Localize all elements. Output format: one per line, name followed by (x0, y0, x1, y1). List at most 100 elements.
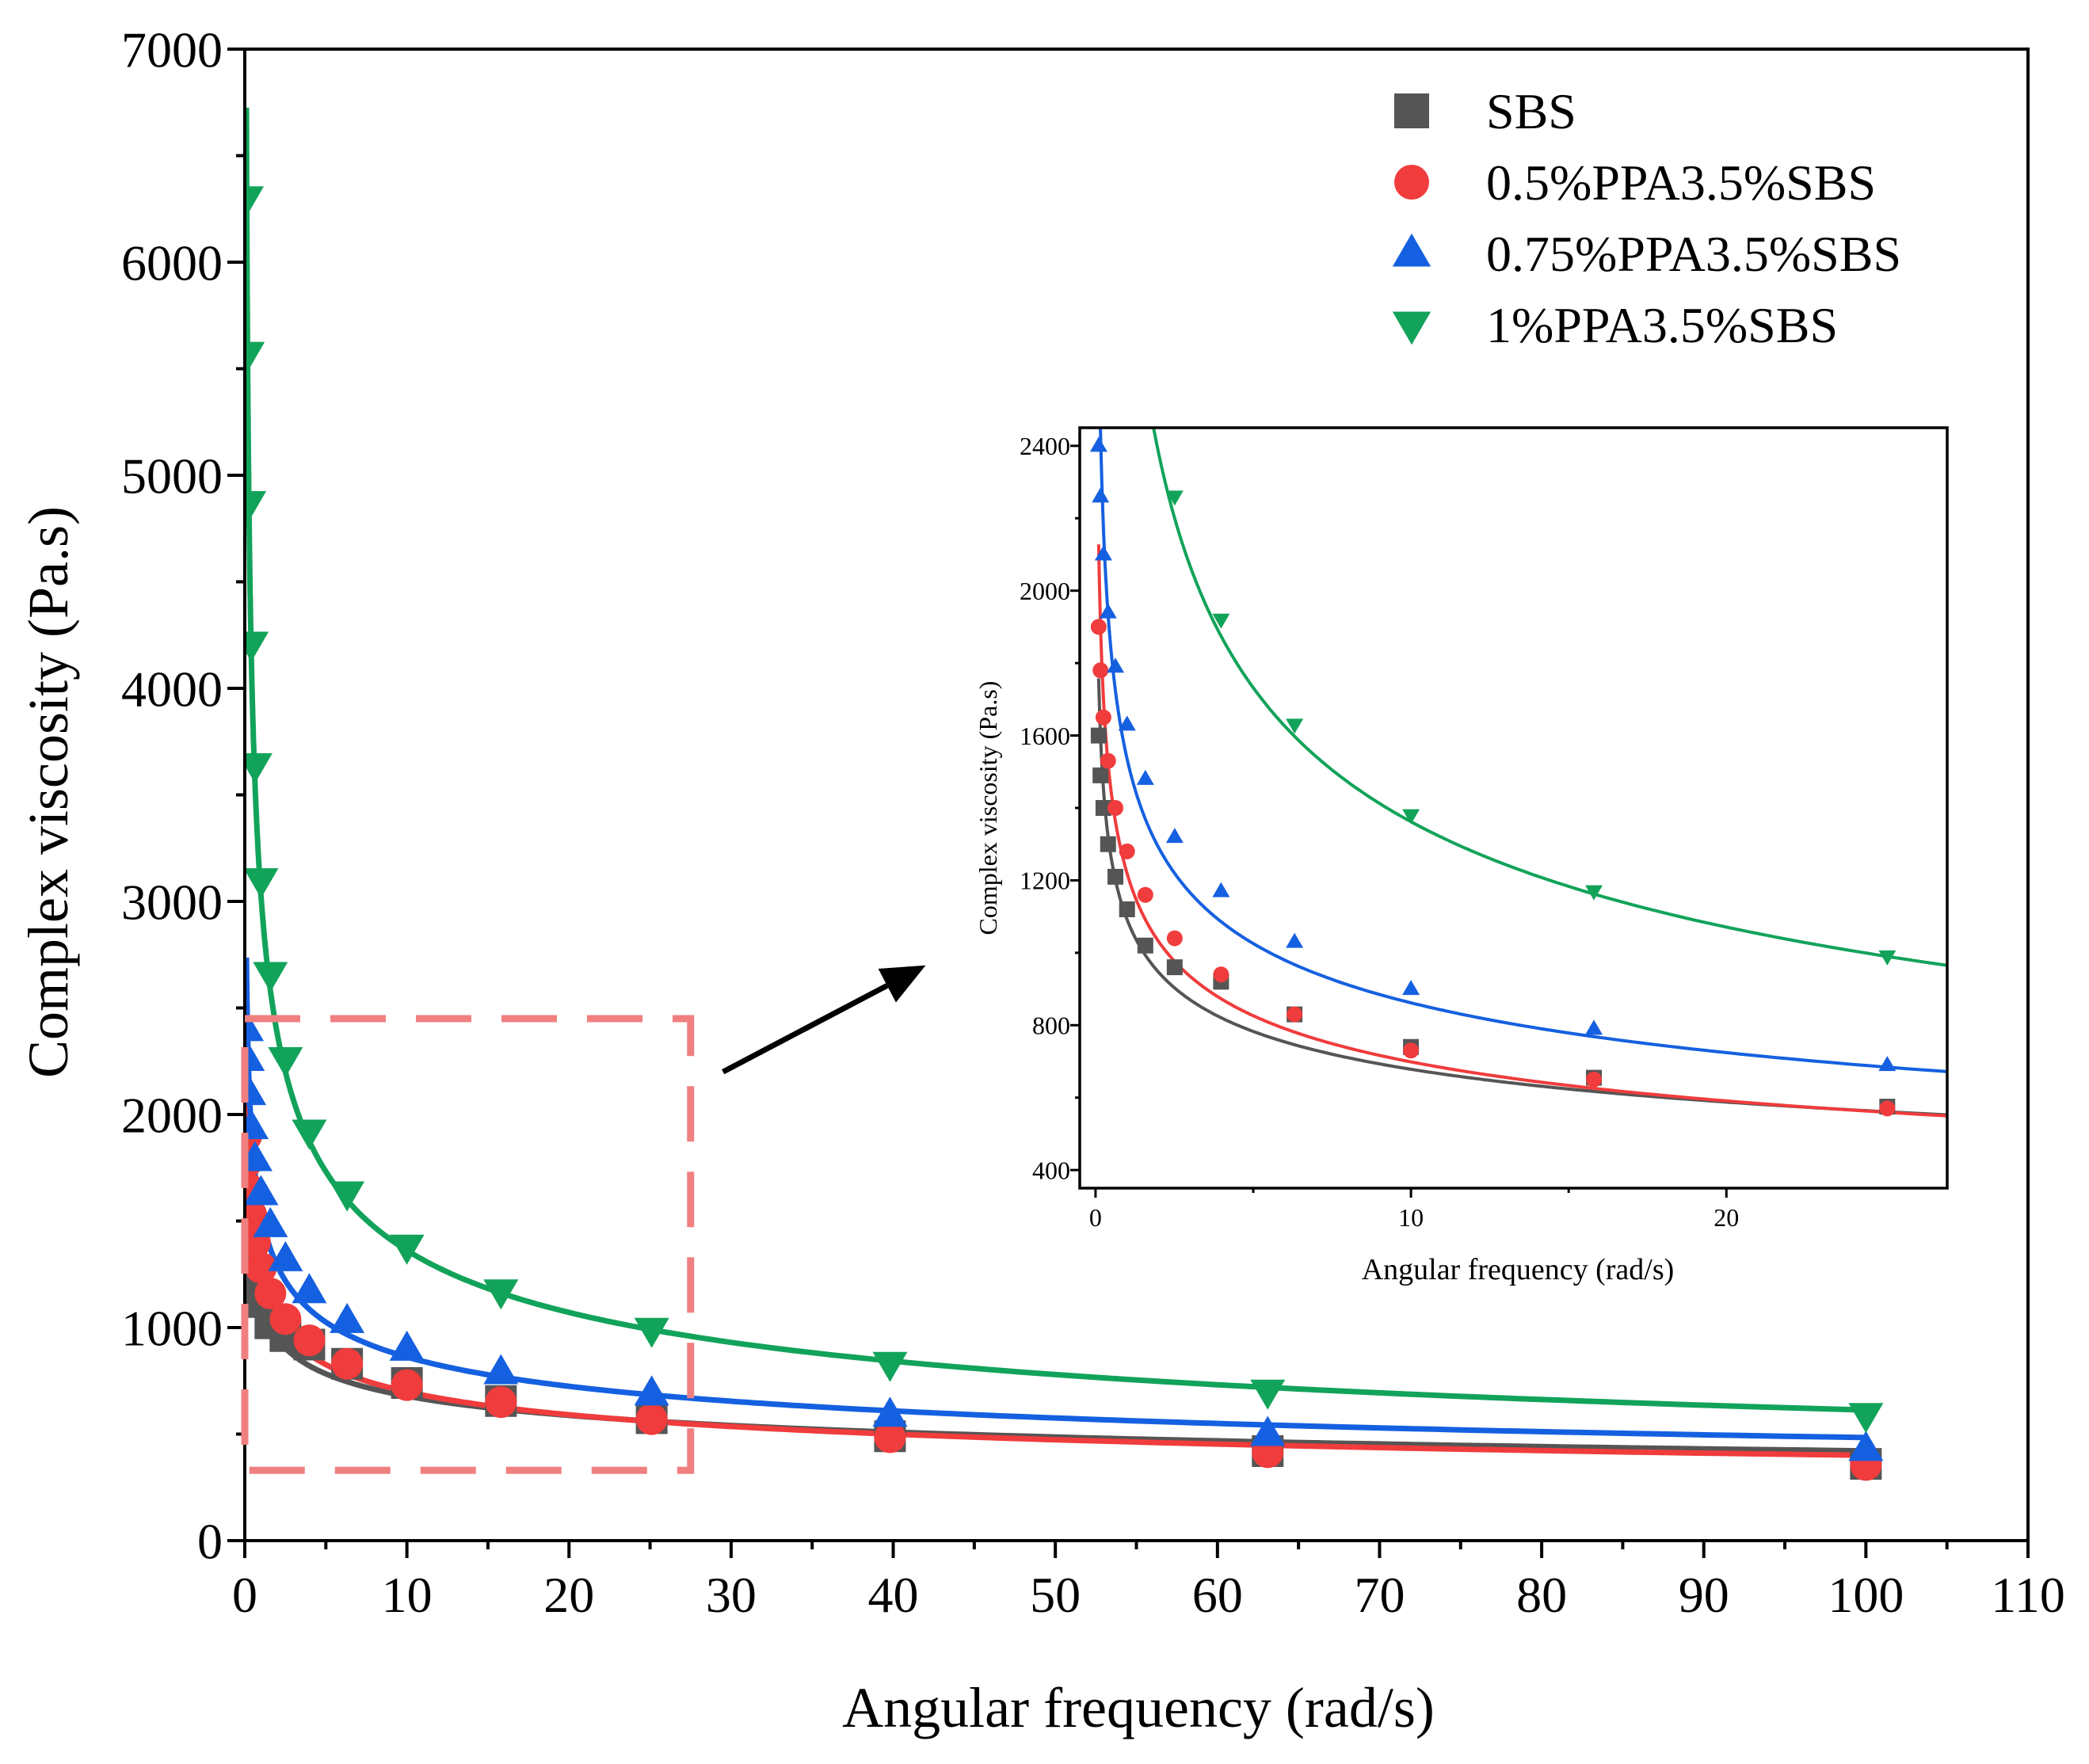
x-tick-label: 60 (1192, 1567, 1243, 1623)
data-point-0.75%PPA3.5%SBS (389, 1330, 425, 1361)
x-tick-label: 10 (382, 1567, 433, 1623)
data-point-1%PPA3.5%SBS (872, 1351, 908, 1382)
x-tick-label: 70 (1354, 1567, 1405, 1623)
legend: SBS 0.5%PPA3.5%SBS 0.75%PPA3.5%SBS 1%PPA3.5… (1392, 83, 1901, 353)
data-point-SBS (1119, 901, 1135, 917)
x-tick-label: 80 (1516, 1567, 1567, 1623)
data-point-0.5%PPA3.5%SBS (331, 1347, 364, 1380)
data-point-0.75%PPA3.5%SBS (1099, 603, 1117, 619)
data-point-1%PPA3.5%SBS (1402, 809, 1420, 825)
markers (1089, 436, 1896, 1117)
fit-curves (1096, 428, 1947, 1118)
data-point-0.75%PPA3.5%SBS (1402, 980, 1420, 996)
x-tick-label: 50 (1030, 1567, 1081, 1623)
inset-plot-area: 0 10 20 400 800 1200 1600 2000 2400 (1020, 426, 1949, 1232)
data-point-1%PPA3.5%SBS (1878, 950, 1896, 966)
data-point-0.75%PPA3.5%SBS (1286, 932, 1304, 948)
data-point-0.75%PPA3.5%SBS (253, 1206, 288, 1237)
data-point-1%PPA3.5%SBS (1585, 885, 1603, 901)
zoom-annotations (241, 965, 926, 1474)
x-tick-label: 20 (543, 1567, 594, 1623)
x-tick-label: 30 (706, 1567, 757, 1623)
data-point-0.5%PPA3.5%SBS (1403, 1042, 1420, 1059)
x-tick-label: 0 (232, 1567, 257, 1623)
data-point-SBS (1090, 727, 1107, 744)
data-point-1%PPA3.5%SBS (1848, 1403, 1884, 1434)
data-point-0.75%PPA3.5%SBS (1089, 436, 1107, 452)
data-point-0.75%PPA3.5%SBS (1107, 657, 1125, 673)
data-point-SBS (1137, 937, 1153, 954)
inset-xlabel: Angular frequency (rad/s) (1362, 1253, 1675, 1286)
data-point-1%PPA3.5%SBS (1286, 718, 1304, 734)
y-tick-label: 7000 (121, 21, 223, 78)
data-point-0.75%PPA3.5%SBS (1165, 828, 1184, 844)
data-point-0.75%PPA3.5%SBS (1212, 882, 1230, 897)
data-point-0.75%PPA3.5%SBS (1878, 1056, 1896, 1072)
data-point-1%PPA3.5%SBS (245, 752, 273, 783)
data-point-1%PPA3.5%SBS (245, 341, 265, 372)
data-point-0.5%PPA3.5%SBS (1090, 619, 1107, 635)
x-tick-label: 90 (1679, 1567, 1729, 1623)
inset-background (1089, 428, 1947, 1188)
x-tick-label: 40 (868, 1567, 919, 1623)
y-tick-label: 6000 (121, 234, 223, 291)
data-point-1%PPA3.5%SBS (245, 868, 279, 899)
legend-marker-SBS (1394, 93, 1429, 128)
data-point-0.5%PPA3.5%SBS (874, 1421, 906, 1453)
y-tick-label: 800 (1032, 1011, 1070, 1039)
data-point-0.5%PPA3.5%SBS (293, 1324, 326, 1357)
zoom-arrow-line (722, 983, 889, 1075)
data-point-1%PPA3.5%SBS (1212, 613, 1230, 629)
y-tick-label: 4000 (121, 661, 223, 717)
data-point-0.75%PPA3.5%SBS (1136, 769, 1154, 785)
data-point-1%PPA3.5%SBS (1250, 1379, 1286, 1410)
y-tick-label: 1200 (1020, 867, 1070, 895)
data-point-0.75%PPA3.5%SBS (268, 1240, 303, 1271)
data-point-0.5%PPA3.5%SBS (1287, 1006, 1303, 1023)
data-point-0.5%PPA3.5%SBS (1586, 1071, 1603, 1088)
legend-marker-1%PPA3.5%SBS (1392, 311, 1431, 345)
data-point-0.75%PPA3.5%SBS (1092, 487, 1110, 503)
data-point-0.5%PPA3.5%SBS (269, 1303, 302, 1335)
data-point-0.75%PPA3.5%SBS (1250, 1415, 1286, 1446)
data-point-1%PPA3.5%SBS (1165, 490, 1184, 506)
y-tick-label: 1600 (1020, 722, 1070, 750)
data-point-0.5%PPA3.5%SBS (1879, 1100, 1896, 1117)
data-point-0.5%PPA3.5%SBS (1137, 886, 1153, 903)
data-point-1%PPA3.5%SBS (483, 1279, 519, 1310)
data-point-0.75%PPA3.5%SBS (245, 1175, 279, 1206)
data-point-0.75%PPA3.5%SBS (483, 1354, 519, 1385)
data-point-1%PPA3.5%SBS (268, 1047, 303, 1078)
data-point-0.75%PPA3.5%SBS (330, 1302, 365, 1333)
y-tick-label: 2000 (121, 1087, 223, 1143)
x-tick-label: 100 (1828, 1567, 1904, 1623)
fit-curve-1%PPA3.5%SBS (245, 107, 1866, 1413)
data-point-0.75%PPA3.5%SBS (292, 1273, 327, 1304)
data-point-0.5%PPA3.5%SBS (635, 1403, 668, 1435)
legend-label: 1%PPA3.5%SBS (1486, 297, 1838, 353)
x-tick-label: 0 (1089, 1203, 1102, 1232)
data-point-SBS (1166, 959, 1183, 976)
data-point-0.75%PPA3.5%SBS (872, 1396, 908, 1427)
fit-curve-1%PPA3.5%SBS (1152, 428, 1947, 967)
fit-curve-SBS (1096, 678, 1947, 1117)
legend-marker-0.75%PPA3.5%SBS (1392, 233, 1431, 267)
data-point-0.75%PPA3.5%SBS (1848, 1431, 1884, 1461)
main-plot-area: 0 10 20 30 40 50 60 70 80 90 100 110010002000300040… (121, 21, 2065, 1623)
data-point-0.5%PPA3.5%SBS (1095, 709, 1111, 726)
data-point-0.5%PPA3.5%SBS (1107, 800, 1124, 816)
y-tick-label: 0 (197, 1513, 223, 1569)
data-point-0.5%PPA3.5%SBS (1100, 752, 1116, 769)
y-tick-label: 2000 (1020, 577, 1070, 605)
data-point-0.75%PPA3.5%SBS (245, 1109, 269, 1140)
x-tick-label: 110 (1991, 1567, 2065, 1623)
data-point-SBS (1100, 836, 1116, 852)
data-point-0.75%PPA3.5%SBS (245, 1141, 273, 1172)
data-point-0.5%PPA3.5%SBS (245, 1252, 277, 1284)
data-point-SBS (1092, 767, 1109, 783)
inset-ylabel: Complex viscosity (Pa.s) (974, 681, 1002, 935)
data-point-0.5%PPA3.5%SBS (1092, 662, 1109, 679)
fit-curve-0.75%PPA3.5%SBS (1099, 428, 1947, 1073)
data-point-0.5%PPA3.5%SBS (254, 1277, 287, 1309)
data-point-0.5%PPA3.5%SBS (1119, 843, 1135, 859)
